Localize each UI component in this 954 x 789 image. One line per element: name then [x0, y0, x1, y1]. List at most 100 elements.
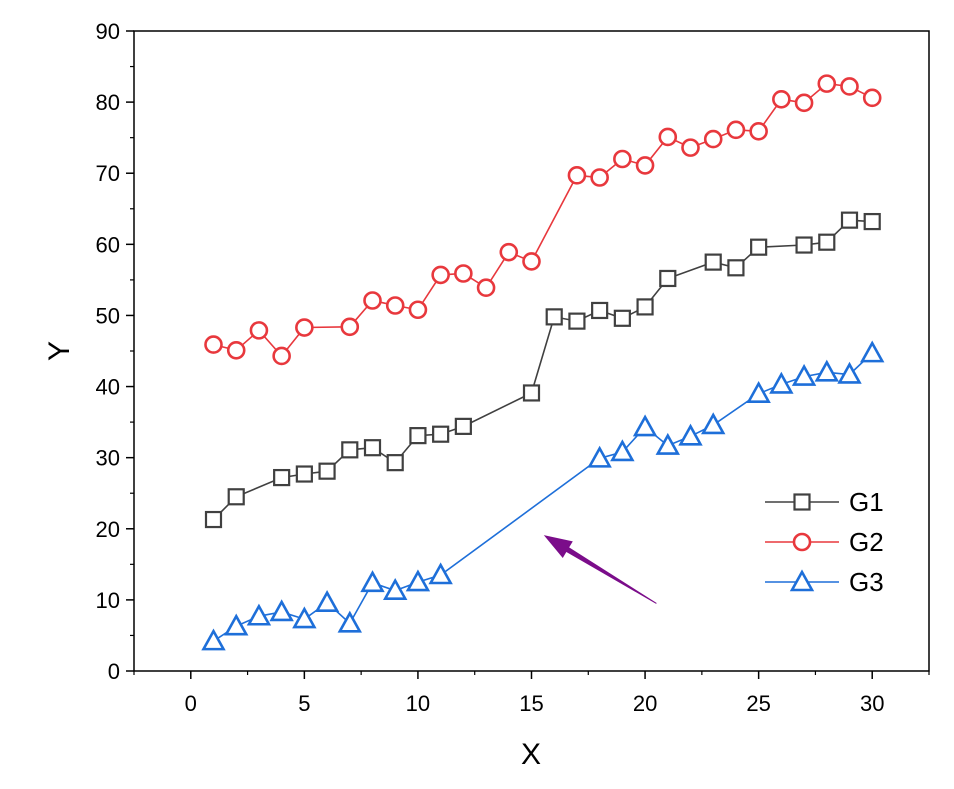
data-point-g2	[749, 121, 768, 141]
data-point-g3	[292, 606, 317, 629]
series-g1	[204, 211, 881, 529]
y-tick-label: 70	[96, 161, 120, 186]
data-point-g2	[408, 300, 428, 320]
legend-marker-g2	[792, 532, 812, 552]
data-point-g1	[204, 510, 223, 529]
x-axis-title: X	[521, 738, 541, 771]
data-point-g3	[678, 423, 703, 446]
data-point-g2	[363, 291, 382, 310]
data-point-g2	[567, 166, 587, 185]
y-tick-label: 30	[96, 446, 120, 471]
legend-item-g1: G1	[765, 487, 884, 517]
data-point-g1	[386, 454, 404, 472]
x-tick-label: 5	[298, 691, 310, 716]
data-point-g2	[522, 252, 541, 271]
data-point-g1	[750, 238, 768, 256]
data-point-g1	[636, 298, 654, 316]
data-point-g2	[340, 317, 360, 337]
data-point-g3	[337, 610, 362, 633]
data-point-g1	[363, 439, 382, 457]
data-point-g2	[772, 89, 791, 109]
data-point-g2	[272, 346, 291, 366]
y-axis-title: Y	[43, 341, 76, 361]
data-point-g3	[860, 340, 885, 363]
data-point-g1	[863, 212, 881, 231]
data-point-g2	[794, 93, 814, 113]
data-point-g3	[814, 359, 839, 382]
data-point-g3	[655, 432, 680, 455]
data-point-g1	[795, 236, 813, 254]
y-tick-label: 50	[96, 303, 120, 328]
series-g2	[204, 74, 882, 366]
legend-label-g1: G1	[849, 487, 884, 517]
y-tick-label: 90	[96, 19, 120, 44]
data-point-g3	[791, 363, 817, 386]
data-point-g2	[590, 168, 609, 187]
y-tick-label: 20	[96, 517, 120, 542]
data-point-g2	[431, 265, 450, 285]
legend-item-g3: G3	[765, 567, 884, 597]
data-point-g3	[632, 414, 658, 437]
x-tick-label: 10	[406, 691, 430, 716]
plot-area-frame	[133, 30, 930, 672]
plot-frame	[133, 30, 930, 672]
data-point-g2	[862, 88, 882, 108]
series-g3	[201, 340, 885, 651]
data-point-g2	[499, 242, 519, 262]
series-line-g2	[213, 82, 873, 358]
data-point-g2	[703, 129, 723, 149]
data-point-g2	[817, 74, 837, 93]
data-point-g1	[840, 211, 859, 229]
data-point-g3	[610, 439, 635, 462]
data-point-g1	[273, 468, 291, 487]
data-point-g1	[432, 425, 450, 443]
data-point-g2	[681, 138, 700, 157]
data-point-g1	[591, 301, 609, 320]
legend-label-g2: G2	[849, 527, 884, 557]
data-point-g3	[314, 590, 340, 613]
data-point-g2	[726, 120, 746, 140]
data-point-g3	[201, 628, 226, 651]
data-point-g2	[204, 335, 223, 354]
data-point-g2	[613, 149, 632, 169]
data-point-g3	[224, 613, 249, 636]
data-point-g3	[383, 577, 408, 600]
data-point-g2	[840, 77, 859, 96]
data-point-g3	[269, 599, 294, 622]
data-point-g3	[746, 380, 771, 403]
data-point-g3	[428, 562, 453, 585]
x-tick-label: 15	[519, 691, 543, 716]
data-point-g2	[454, 264, 473, 283]
y-tick-label: 80	[96, 90, 120, 115]
legend-marker-g3	[789, 569, 815, 592]
data-point-g1	[659, 269, 677, 288]
data-point-g1	[727, 259, 745, 277]
y-tick-label: 60	[96, 232, 120, 257]
data-point-g2	[249, 321, 269, 340]
data-point-g3	[587, 445, 612, 468]
data-point-g2	[295, 318, 314, 337]
y-tick-label: 0	[108, 659, 120, 684]
data-point-g1	[522, 384, 541, 402]
data-point-g1	[613, 309, 631, 327]
y-axis: 0 10 20 30 40 50 60 70 80 90	[96, 19, 134, 684]
legend-label-g3: G3	[849, 567, 884, 597]
data-point-g1	[318, 462, 336, 480]
data-point-g2	[385, 296, 405, 315]
data-point-g1	[704, 253, 722, 271]
x-tick-label: 30	[860, 691, 884, 716]
data-point-g1	[818, 233, 836, 251]
data-point-g2	[658, 127, 678, 147]
data-point-g1	[568, 312, 586, 330]
data-point-g3	[701, 412, 726, 435]
x-tick-label: 20	[633, 691, 657, 716]
data-point-g2	[226, 340, 246, 360]
data-point-g3	[837, 361, 862, 384]
data-point-g1	[409, 427, 427, 445]
legend-item-g2: G2	[765, 527, 884, 557]
data-point-g2	[476, 278, 496, 298]
data-point-g1	[454, 417, 472, 435]
data-point-g1	[341, 441, 359, 459]
y-tick-label: 10	[96, 588, 120, 613]
